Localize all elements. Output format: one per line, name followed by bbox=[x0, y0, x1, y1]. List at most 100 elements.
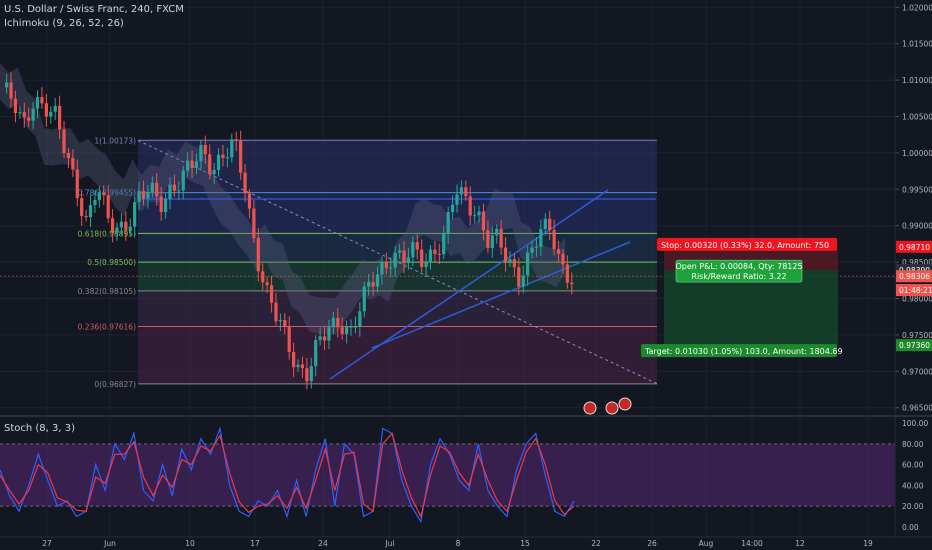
time-tick-label: 15 bbox=[520, 539, 530, 548]
candle-body bbox=[570, 282, 574, 285]
candle-body bbox=[141, 190, 146, 199]
candle-body bbox=[186, 160, 190, 171]
event-flag-icon[interactable] bbox=[618, 397, 632, 411]
candle-body bbox=[349, 326, 353, 328]
trendline-upper[interactable] bbox=[329, 189, 609, 380]
candle-body bbox=[459, 187, 464, 195]
candle-body bbox=[499, 228, 503, 248]
price-axis[interactable]: 1.02000 1.01500 1.01000 1.00500 1.00000 0.995… bbox=[894, 0, 932, 537]
candle-body bbox=[300, 364, 305, 369]
candle-body bbox=[58, 105, 62, 130]
candle-body bbox=[336, 317, 340, 328]
price-tick-label: 0.97500 bbox=[902, 331, 932, 340]
candle-body bbox=[543, 218, 547, 230]
candle-body bbox=[194, 161, 199, 168]
event-flag-icon[interactable] bbox=[583, 401, 597, 415]
fibonacci-retracement[interactable]: 1(1.00173) 0.786(0.99455) 0.618(0.98895) 0.… bbox=[78, 136, 658, 389]
candle-body bbox=[548, 218, 552, 231]
candle-body bbox=[424, 262, 428, 268]
fib-level-label: 0.382(0.98105) bbox=[78, 287, 136, 296]
price-tick-label: 1.00000 bbox=[902, 149, 932, 158]
price-tick-label: 1.01000 bbox=[902, 76, 932, 85]
candle-body bbox=[486, 230, 490, 248]
candle-body bbox=[239, 140, 243, 173]
time-tick-label: 10 bbox=[185, 539, 195, 548]
candle-body bbox=[256, 238, 260, 272]
stoch-tick-label: 60.00 bbox=[902, 461, 924, 470]
stoch-tick-label: 20.00 bbox=[902, 502, 924, 511]
candle-body bbox=[93, 200, 97, 206]
candle-body bbox=[393, 252, 397, 268]
candle-body bbox=[442, 234, 446, 255]
candle-body bbox=[97, 192, 101, 201]
short-position-tool[interactable]: Stop: 0.00320 (0.33%) 32.0, Amount: 750 T… bbox=[641, 237, 843, 358]
candle-body bbox=[318, 336, 322, 341]
price-tag-bg bbox=[896, 284, 932, 297]
price-tick-label: 1.01500 bbox=[902, 40, 932, 49]
candle-body bbox=[508, 259, 512, 262]
stop-label-bg[interactable] bbox=[657, 237, 837, 251]
time-tick-label: 8 bbox=[456, 539, 461, 548]
candle-series[interactable] bbox=[5, 72, 574, 390]
target-label[interactable]: Target: 0.01030 (1.05%) 103.0, Amount: 1… bbox=[644, 347, 843, 356]
stoch-line-d bbox=[0, 432, 575, 519]
candle-body bbox=[119, 221, 124, 228]
time-tick-label: 19 bbox=[863, 539, 873, 548]
candle-body bbox=[358, 311, 362, 327]
candle-body bbox=[225, 157, 229, 159]
stochastic-pane[interactable] bbox=[0, 426, 895, 524]
fib-level-label: 0.236(0.97616) bbox=[78, 322, 136, 331]
candle-body bbox=[159, 196, 163, 213]
candle-body bbox=[168, 184, 172, 199]
candle-body bbox=[35, 97, 40, 109]
trendline-lower[interactable] bbox=[371, 241, 631, 349]
candle-body bbox=[261, 271, 265, 283]
candle-body bbox=[397, 250, 402, 253]
price-tick-label: 0.96500 bbox=[902, 404, 932, 413]
fib-level-label: 0(0.96827) bbox=[94, 380, 136, 389]
candle-body bbox=[88, 205, 93, 218]
candle-body bbox=[177, 190, 181, 192]
stop-label[interactable]: Stop: 0.00320 (0.33%) 32.0, Amount: 750 bbox=[661, 241, 829, 250]
candle-body bbox=[340, 327, 344, 335]
price-tag: 0.97360 bbox=[899, 341, 930, 350]
candle-body bbox=[353, 326, 358, 328]
candle-body bbox=[296, 364, 300, 368]
price-tick-label: 1.02000 bbox=[902, 3, 932, 12]
kumo-cloud bbox=[0, 63, 566, 335]
price-tag-bg bbox=[896, 240, 932, 253]
candle-body bbox=[473, 215, 477, 217]
candle-body bbox=[495, 228, 499, 236]
price-tag: 0.98710 bbox=[899, 243, 930, 252]
candle-body bbox=[13, 98, 18, 114]
candle-body bbox=[561, 253, 565, 265]
candle-body bbox=[234, 139, 238, 141]
candle-body bbox=[552, 230, 556, 250]
candle-body bbox=[27, 117, 31, 121]
time-tick-label: 27 bbox=[42, 539, 52, 548]
candle-body bbox=[106, 195, 110, 219]
candle-body bbox=[62, 129, 66, 154]
time-tick-label: 17 bbox=[250, 539, 260, 548]
fib-zone bbox=[138, 290, 657, 327]
candle-body bbox=[556, 249, 561, 254]
candle-body bbox=[265, 282, 269, 286]
ichimoku-legend[interactable]: Ichimoku (9, 26, 52, 26) bbox=[4, 18, 124, 29]
fib-level-label: 0.618(0.98895) bbox=[78, 229, 136, 238]
candle-body bbox=[155, 182, 159, 197]
candle-body bbox=[292, 352, 296, 368]
candle-body bbox=[517, 267, 521, 287]
time-tick-label: Jun bbox=[103, 539, 116, 548]
symbol-title[interactable]: U.S. Dollar / Swiss Franc, 240, FXCM bbox=[4, 4, 184, 15]
pnl-box[interactable] bbox=[675, 259, 803, 283]
stoch-line-k bbox=[0, 426, 575, 524]
candle-body bbox=[110, 218, 115, 233]
candle-body bbox=[66, 153, 71, 159]
stoch-legend[interactable]: Stoch (8, 3, 3) bbox=[4, 423, 76, 434]
candle-body bbox=[450, 204, 455, 213]
target-label-bg[interactable] bbox=[641, 344, 837, 358]
event-flag-icon[interactable] bbox=[605, 401, 619, 415]
candle-body bbox=[490, 235, 494, 248]
event-flags[interactable] bbox=[583, 397, 632, 415]
